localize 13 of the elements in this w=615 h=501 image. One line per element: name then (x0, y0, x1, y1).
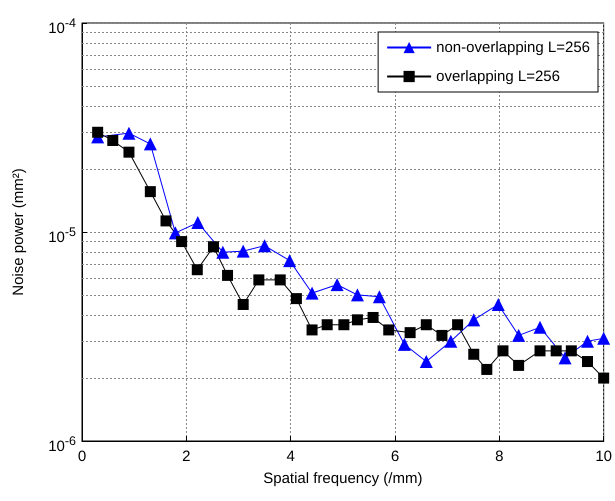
x-axis-title: Spatial frequency (/mm) (263, 470, 422, 487)
y-tick-label: 10$^{-5}$ (48, 224, 76, 247)
x-tick-label: 10 (595, 448, 612, 465)
y-tick-label: 10$^{-4}$ (48, 15, 76, 38)
x-tick-label: 2 (182, 448, 191, 465)
x-tick-label: 4 (286, 448, 295, 465)
x-tick-label: 6 (390, 448, 400, 465)
legend-label: non-overlapping L=256 (436, 39, 590, 56)
legend-label: overlapping L=256 (436, 68, 560, 85)
y-tick-label: 10$^{-6}$ (48, 433, 76, 456)
x-tick-label: 8 (495, 448, 504, 465)
x-tick-label: 0 (78, 448, 86, 465)
y-axis-title: Noise power (mm²) (10, 168, 27, 296)
